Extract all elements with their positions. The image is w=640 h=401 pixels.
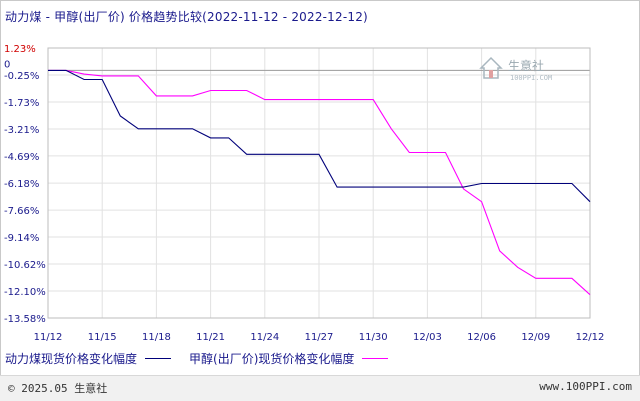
x-tick-label: 11/12	[34, 332, 63, 343]
footer-bar	[0, 375, 640, 401]
x-tick-label: 12/06	[467, 332, 496, 343]
watermark: 生意社 100PPI.COM	[479, 56, 552, 82]
y-tick-labels: 1.23% -0.25% -1.73% -3.21% -4.69% -6.18% -7.66…	[4, 44, 46, 325]
watermark-url: 100PPI.COM	[510, 74, 552, 82]
y-tick-label: -6.18%	[4, 179, 39, 190]
legend-swatch-series-b	[362, 358, 389, 359]
house-logo-door-icon	[489, 70, 493, 78]
axes	[47, 47, 591, 319]
y-tick-label: -3.21%	[4, 125, 39, 136]
x-tick-label: 12/03	[413, 332, 442, 343]
x-tick-label: 11/15	[88, 332, 117, 343]
plot-area-border	[47, 47, 591, 319]
y-tick-label: -4.69%	[4, 152, 39, 163]
x-tick-labels: 11/12 11/15 11/18 11/21 11/24 11/27 11/30 12/03…	[34, 332, 605, 343]
series-line	[48, 69, 591, 203]
x-tick-label: 12/09	[521, 332, 550, 343]
x-tick-label: 11/24	[250, 332, 279, 343]
y-tick-label: -9.14%	[4, 233, 39, 244]
house-logo-icon	[479, 56, 503, 79]
chart-title: 动力煤 - 甲醇(出厂价) 价格趋势比较(2022-11-12 - 2022-1…	[5, 10, 368, 24]
y-tick-label: 1.23%	[4, 44, 36, 55]
y-tick-label: -12.10%	[4, 287, 46, 298]
series-lines	[48, 69, 591, 296]
y-tick-label: -13.58%	[4, 314, 46, 325]
x-tick-label: 11/27	[305, 332, 334, 343]
legend-swatch-series-a	[145, 358, 172, 359]
footer-copyright: © 2025.05 生意社	[8, 382, 108, 395]
y-tick-label: -1.73%	[4, 98, 39, 109]
y-tick-label: -10.62%	[4, 260, 46, 271]
zero-label: 0	[4, 59, 10, 70]
x-tick-label: 12/12	[576, 332, 605, 343]
y-tick-label: -0.25%	[4, 71, 39, 82]
x-tick-label: 11/18	[142, 332, 171, 343]
series-line	[48, 69, 591, 296]
chart-legend: 动力煤现货价格变化幅度 甲醇(出厂价)现货价格变化幅度	[5, 350, 394, 367]
x-tick-label: 11/21	[196, 332, 225, 343]
legend-label-series-b: 甲醇(出厂价)现货价格变化幅度	[189, 352, 355, 366]
x-tick-label: 11/30	[359, 332, 388, 343]
legend-label-series-a: 动力煤现货价格变化幅度	[5, 352, 138, 366]
y-tick-label: -7.66%	[4, 206, 39, 217]
watermark-name: 生意社	[508, 58, 544, 73]
footer-website-link[interactable]: www.100PPI.com	[539, 380, 632, 393]
